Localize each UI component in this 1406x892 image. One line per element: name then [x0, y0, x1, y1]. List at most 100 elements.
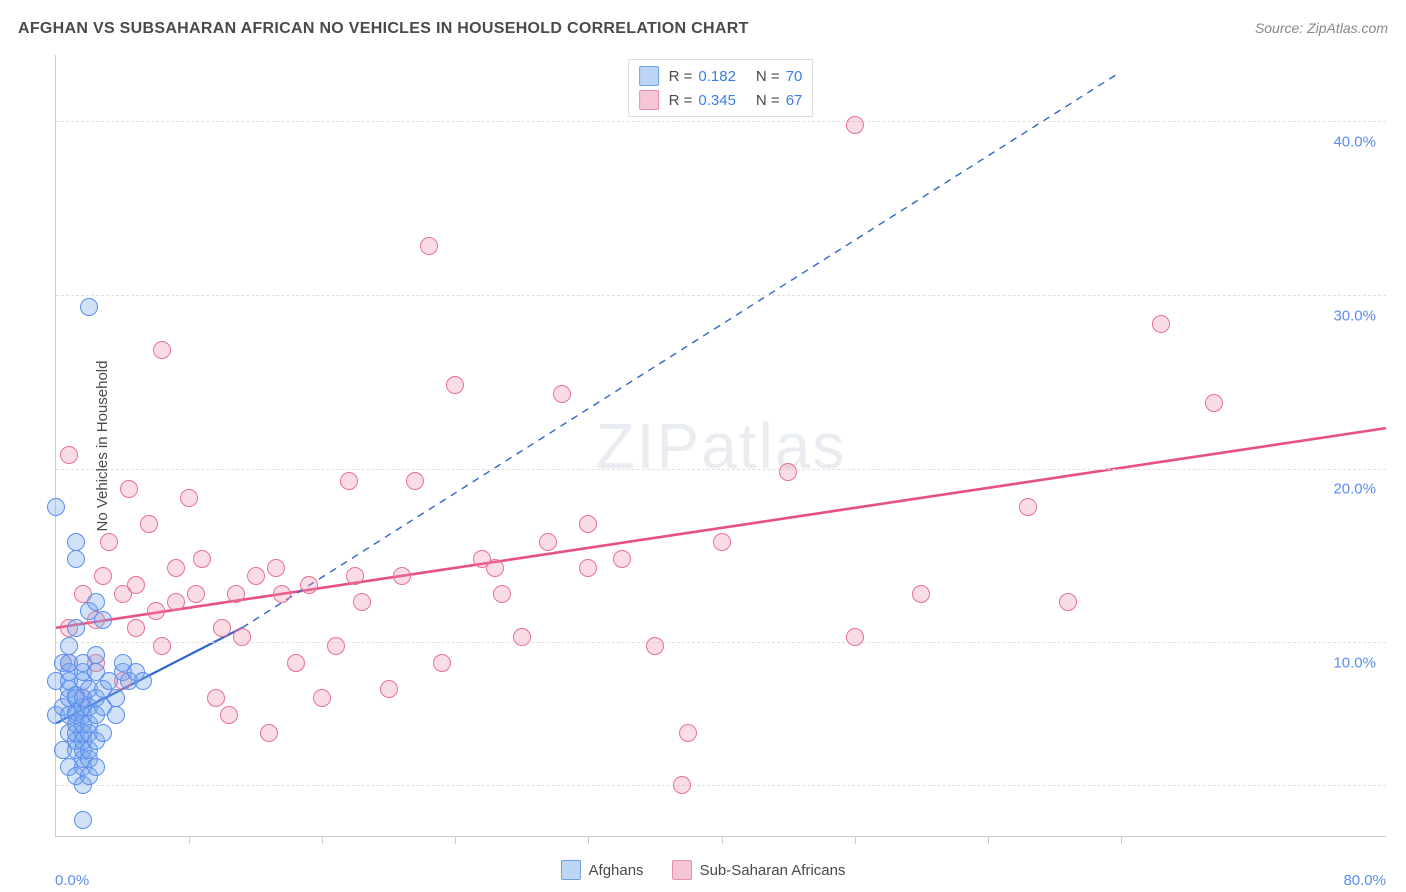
legend-stats-box: R = 0.182 N = 70 R = 0.345 N = 67: [628, 59, 814, 117]
scatter-point: [1152, 315, 1170, 333]
scatter-point: [1059, 593, 1077, 611]
scatter-point: [846, 116, 864, 134]
chart-area: ZIPatlas 10.0%20.0%30.0%40.0% No Vehicle…: [55, 55, 1386, 837]
scatter-point: [646, 637, 664, 655]
n-value-subsaharan: 67: [786, 92, 803, 109]
x-tick: [988, 836, 989, 844]
scatter-point: [207, 689, 225, 707]
gridline: [56, 642, 1386, 643]
scatter-point: [107, 689, 125, 707]
swatch-subsaharan-icon: [672, 860, 692, 880]
scatter-point: [673, 776, 691, 794]
scatter-point: [273, 585, 291, 603]
scatter-point: [94, 611, 112, 629]
legend-label-subsaharan: Sub-Saharan Africans: [700, 862, 846, 879]
scatter-point: [167, 593, 185, 611]
scatter-point: [153, 341, 171, 359]
swatch-afghans-icon: [639, 66, 659, 86]
gridline: [56, 121, 1386, 122]
scatter-point: [94, 724, 112, 742]
scatter-point: [87, 646, 105, 664]
x-tick: [455, 836, 456, 844]
n-label: N =: [756, 92, 780, 109]
watermark-bold: ZIP: [596, 410, 702, 482]
scatter-point: [167, 559, 185, 577]
scatter-point: [74, 811, 92, 829]
scatter-point: [87, 758, 105, 776]
x-tick: [855, 836, 856, 844]
scatter-point: [153, 637, 171, 655]
r-value-afghans: 0.182: [698, 68, 736, 85]
scatter-point: [247, 567, 265, 585]
scatter-point: [406, 472, 424, 490]
scatter-point: [67, 533, 85, 551]
watermark-thin: atlas: [701, 410, 846, 482]
legend-stats-row-subsaharan: R = 0.345 N = 67: [639, 88, 803, 112]
n-label: N =: [756, 68, 780, 85]
trend-lines-svg: [56, 55, 1386, 836]
scatter-point: [180, 489, 198, 507]
scatter-point: [60, 637, 78, 655]
scatter-point: [353, 593, 371, 611]
scatter-point: [147, 602, 165, 620]
scatter-point: [100, 533, 118, 551]
legend-series: Afghans Sub-Saharan Africans: [0, 860, 1406, 880]
n-value-afghans: 70: [786, 68, 803, 85]
y-tick-label: 10.0%: [1333, 655, 1376, 672]
scatter-point: [380, 680, 398, 698]
scatter-point: [433, 654, 451, 672]
scatter-point: [493, 585, 511, 603]
legend-item-afghans: Afghans: [561, 860, 644, 880]
scatter-point: [67, 550, 85, 568]
swatch-subsaharan-icon: [639, 90, 659, 110]
scatter-point: [713, 533, 731, 551]
scatter-point: [912, 585, 930, 603]
legend-stats-row-afghans: R = 0.182 N = 70: [639, 64, 803, 88]
legend-item-subsaharan: Sub-Saharan Africans: [672, 860, 846, 880]
scatter-point: [227, 585, 245, 603]
scatter-point: [327, 637, 345, 655]
scatter-point: [60, 446, 78, 464]
x-tick: [588, 836, 589, 844]
scatter-point: [267, 559, 285, 577]
x-tick: [722, 836, 723, 844]
trend-line: [242, 72, 1120, 627]
source-name: ZipAtlas.com: [1307, 20, 1388, 36]
scatter-point: [393, 567, 411, 585]
swatch-afghans-icon: [561, 860, 581, 880]
r-label: R =: [669, 68, 693, 85]
scatter-point: [420, 237, 438, 255]
x-tick: [322, 836, 323, 844]
scatter-point: [94, 567, 112, 585]
r-value-subsaharan: 0.345: [698, 92, 736, 109]
watermark: ZIPatlas: [596, 409, 847, 483]
scatter-point: [313, 689, 331, 707]
plot-box: ZIPatlas 10.0%20.0%30.0%40.0%: [55, 55, 1386, 837]
legend-label-afghans: Afghans: [589, 862, 644, 879]
y-axis-label: No Vehicles in Household: [94, 361, 111, 532]
y-tick-label: 40.0%: [1333, 133, 1376, 150]
r-label: R =: [669, 92, 693, 109]
scatter-point: [300, 576, 318, 594]
scatter-point: [67, 619, 85, 637]
source-prefix: Source:: [1255, 20, 1307, 36]
scatter-point: [127, 576, 145, 594]
y-tick-label: 20.0%: [1333, 481, 1376, 498]
scatter-point: [446, 376, 464, 394]
x-tick: [1121, 836, 1122, 844]
scatter-point: [233, 628, 251, 646]
gridline: [56, 785, 1386, 786]
gridline: [56, 295, 1386, 296]
gridline: [56, 469, 1386, 470]
scatter-point: [486, 559, 504, 577]
chart-source: Source: ZipAtlas.com: [1255, 20, 1388, 36]
scatter-point: [346, 567, 364, 585]
scatter-point: [127, 619, 145, 637]
scatter-point: [287, 654, 305, 672]
scatter-point: [47, 498, 65, 516]
scatter-point: [1205, 394, 1223, 412]
scatter-point: [140, 515, 158, 533]
scatter-point: [846, 628, 864, 646]
scatter-point: [213, 619, 231, 637]
scatter-point: [579, 515, 597, 533]
